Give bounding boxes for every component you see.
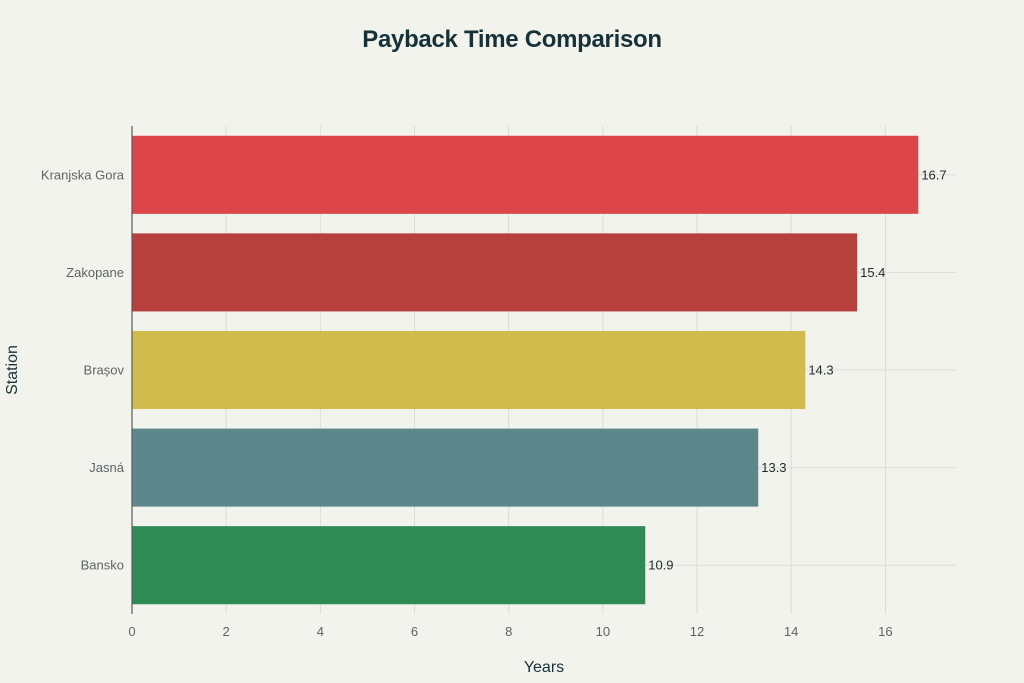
x-tick-label: 2 xyxy=(223,624,230,639)
data-label: 10.9 xyxy=(648,558,673,573)
x-tick-label: 16 xyxy=(878,624,892,639)
x-tick-label: 8 xyxy=(505,624,512,639)
labels: Kranjska Gora 16.7 Zakopane 15.4 Brașov 14.3 J… xyxy=(4,167,947,676)
bar xyxy=(132,428,759,507)
y-tick-label: Jasná xyxy=(89,460,124,475)
data-label: 14.3 xyxy=(808,363,833,378)
x-tick-label: 4 xyxy=(317,624,324,639)
x-axis-title: Years xyxy=(524,659,564,676)
bar xyxy=(132,526,646,605)
y-tick-label: Bansko xyxy=(81,558,124,573)
data-label: 16.7 xyxy=(921,167,946,182)
data-label: 13.3 xyxy=(761,460,786,475)
chart-title: Payback Time Comparison xyxy=(362,26,662,53)
data-label: 15.4 xyxy=(860,265,885,280)
bar xyxy=(132,233,858,312)
x-tick-label: 14 xyxy=(784,624,798,639)
y-tick-label: Kranjska Gora xyxy=(41,167,125,182)
bars xyxy=(132,135,919,605)
bar xyxy=(132,330,806,410)
y-axis-title: Station xyxy=(4,345,21,395)
y-tick-label: Brașov xyxy=(84,363,125,378)
y-tick-label: Zakopane xyxy=(66,265,124,280)
x-tick-label: 12 xyxy=(690,624,704,639)
bar xyxy=(132,135,919,214)
x-tick-label: 10 xyxy=(596,624,610,639)
x-tick-label: 6 xyxy=(411,624,418,639)
x-tick-label: 0 xyxy=(128,624,135,639)
